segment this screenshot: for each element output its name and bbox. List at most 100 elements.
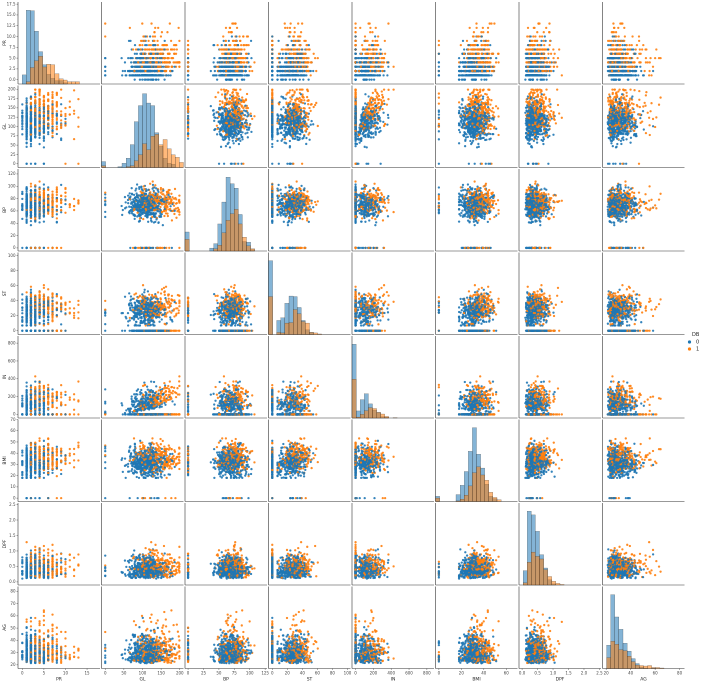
point-1 [471,52,474,55]
point-1 [538,35,541,38]
point-1 [493,22,496,25]
point-1 [175,48,178,51]
point-1 [228,26,231,30]
point-1 [238,52,241,55]
panel-PR-vs-DPF [518,2,601,85]
point-0 [530,56,534,60]
point-1 [544,69,548,73]
point-1 [369,26,372,30]
point-1 [655,48,658,51]
point-1 [161,61,164,64]
point-1 [486,26,490,30]
point-0 [368,74,371,77]
point-0 [150,52,153,55]
point-1 [288,52,292,55]
point-0 [540,39,543,42]
point-0 [639,65,642,68]
point-0 [137,48,140,51]
point-1 [553,52,556,55]
point-0 [284,78,287,81]
point-1 [487,69,490,73]
point-1 [437,44,441,47]
point-0 [545,74,548,77]
point-1 [287,61,290,64]
point-1 [635,44,639,47]
point-0 [529,35,532,38]
point-1 [647,74,651,77]
point-1 [548,31,551,34]
point-0 [375,61,378,64]
point-0 [288,78,291,81]
point-0 [495,56,498,60]
point-1 [237,56,240,60]
point-1 [165,61,169,64]
y-tick-label: 2.5 [9,66,16,71]
point-1 [371,31,374,34]
point-1 [141,52,145,55]
point-1 [305,56,308,60]
hist-bar-1 [62,79,68,85]
point-1 [141,22,144,25]
point-0 [360,56,363,60]
point-0 [152,65,155,68]
point-1 [478,56,481,60]
y-tick-label: 0.0 [9,77,16,82]
point-0 [546,48,550,51]
point-1 [141,44,144,47]
point-1 [224,26,228,30]
point-0 [215,78,219,81]
point-0 [281,56,284,60]
point-0 [371,44,375,47]
point-1 [216,44,219,47]
point-1 [528,44,532,47]
point-1 [534,39,537,42]
y-tick-label: 10.0 [7,34,16,39]
point-0 [212,61,215,64]
point-0 [276,74,279,77]
point-0 [547,56,550,60]
point-0 [282,74,285,77]
point-0 [158,56,161,60]
point-0 [160,56,163,60]
point-1 [168,52,171,55]
point-0 [186,56,190,60]
point-0 [295,56,298,60]
point-1 [151,48,154,51]
point-1 [530,39,533,42]
point-1 [305,69,308,73]
point-0 [545,65,548,68]
point-0 [470,61,473,64]
point-0 [288,56,291,60]
point-1 [644,56,648,60]
point-1 [147,39,150,42]
point-0 [552,69,555,73]
point-1 [359,65,363,68]
point-0 [478,65,481,68]
point-1 [231,39,235,42]
point-0 [545,78,548,81]
hist-bar-1 [42,66,47,85]
point-1 [294,65,297,68]
point-1 [231,56,235,60]
point-0 [129,61,133,64]
point-0 [128,69,131,73]
point-0 [135,52,139,55]
point-1 [131,48,135,51]
point-0 [165,74,168,77]
point-1 [240,44,243,47]
point-0 [147,74,150,77]
point-1 [475,39,478,42]
point-0 [299,65,303,68]
point-1 [142,61,146,64]
point-0 [236,44,240,47]
point-0 [218,61,221,64]
point-0 [277,39,280,42]
point-1 [237,48,240,51]
point-1 [152,39,155,42]
point-1 [303,65,306,68]
point-0 [529,61,533,64]
point-0 [375,52,379,55]
point-0 [486,52,489,55]
point-1 [472,35,475,38]
